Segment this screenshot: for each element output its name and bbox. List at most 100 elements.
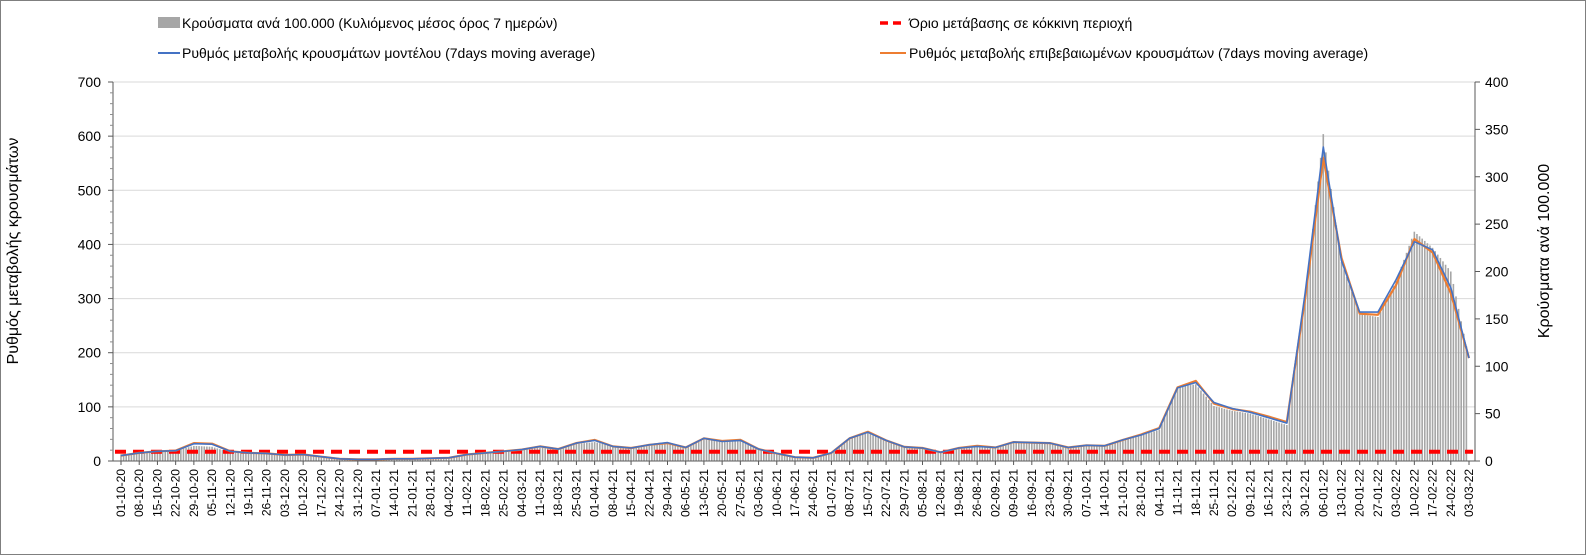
case-bar [442,457,445,461]
case-bar [234,452,237,461]
case-bar [1431,247,1434,461]
case-bar [505,451,507,461]
case-bar [1223,408,1226,461]
x-tick-label: 09-12-21 [1243,469,1257,517]
case-bar [1382,306,1384,461]
case-bar [520,449,523,461]
case-bar [1080,446,1083,461]
case-bar [781,454,783,461]
x-tick-label: 05-08-21 [916,469,930,517]
case-bar [258,453,260,461]
case-bar [424,458,427,461]
case-bar [297,455,299,461]
case-bar [531,448,533,461]
left-tick-label: 300 [78,291,102,307]
case-bar [846,440,848,461]
case-bar [742,442,744,461]
case-bar [973,447,976,461]
x-tick-label: 21-10-21 [1116,469,1130,517]
gridlines [113,81,1475,408]
case-bar [625,447,627,461]
x-tick-label: 19-08-21 [952,469,966,517]
case-bar [1296,353,1299,461]
case-bar [643,446,645,461]
case-bar [247,453,250,461]
case-bar [211,446,213,461]
case-bar [1046,442,1049,461]
case-bar [1226,409,1228,461]
confirmed-rate-line [120,156,1471,461]
case-bar [411,459,414,461]
case-bar [419,458,422,461]
case-bar [1132,437,1135,461]
x-tick-label: 20-05-21 [715,469,729,517]
case-bar [1194,384,1197,461]
case-bar [1332,207,1335,461]
case-bar [1397,273,1400,461]
case-bar [536,448,539,461]
case-bar [539,447,541,461]
case-bar [807,457,809,461]
x-tick-label: 22-04-21 [642,469,656,517]
case-bar [1351,291,1353,461]
case-bar [1197,387,1200,461]
case-bar [401,459,403,461]
case-bar [398,459,401,461]
case-bar [932,450,934,461]
case-bar [552,449,554,461]
case-bar [721,442,723,461]
case-bar [1161,423,1163,461]
case-bar [804,457,807,461]
case-bar [1327,170,1330,461]
case-bar [304,455,307,461]
x-tick-label: 02-09-21 [988,469,1002,517]
right-axis-title: Κρούσματα ανά 100.000 [1536,164,1553,338]
case-bar [1267,419,1270,461]
x-tick-label: 02-12-21 [1225,469,1239,517]
x-tick-label: 03-06-21 [752,469,766,517]
case-bar [669,444,671,461]
case-bar [799,457,802,461]
case-bar [523,449,526,461]
case-bar [833,451,835,461]
case-bar [513,450,515,461]
case-bar [409,459,411,461]
rate-lines [120,146,1471,461]
x-tick-label: 31-12-20 [351,469,365,517]
case-bar [690,445,692,461]
case-bar [250,453,252,461]
case-bar [393,459,396,461]
x-tick-label: 24-02-22 [1444,469,1458,517]
case-bar [125,454,128,461]
case-bar [1168,405,1171,461]
right-tick-label: 350 [1485,121,1509,137]
x-tick-label: 05-11-20 [205,469,219,516]
case-bar [307,455,310,461]
case-bar [580,443,583,461]
case-bar [156,452,159,461]
case-bar [489,452,492,461]
case-bar [159,452,161,461]
case-bar [679,446,682,461]
legend-label-threshold: Όριο μετάβασης σε κόκκινη περιοχή [908,15,1132,31]
x-tick-label: 30-09-21 [1061,469,1075,517]
case-bar [1447,268,1449,461]
case-bar [1358,314,1361,461]
case-bar [554,449,557,461]
case-bar [1418,236,1421,461]
case-bar [310,456,312,461]
case-bar [1119,440,1122,461]
case-bar [281,455,284,461]
case-bar [952,449,955,461]
case-bar [1348,284,1351,461]
case-bar [289,455,291,461]
case-bar [877,437,880,461]
case-bar [1200,390,1202,461]
case-bar [991,447,994,461]
right-tick-label: 250 [1485,216,1509,232]
case-bar [138,453,141,461]
case-bar [939,452,942,461]
x-tick-label: 07-01-21 [369,469,383,517]
case-bar [791,456,794,461]
right-tick-label: 150 [1485,311,1509,327]
